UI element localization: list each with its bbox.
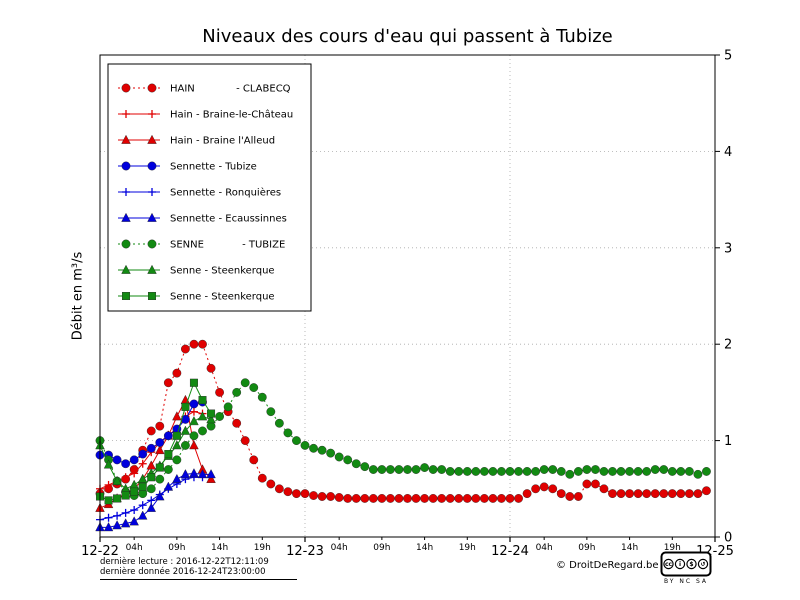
cc-icon bbox=[663, 558, 674, 570]
x-minor-tick-label: 09h bbox=[373, 543, 390, 553]
x-minor-tick-label: 09h bbox=[578, 543, 595, 553]
legend: HAIN - CLABECQ Hain - Braine-le-Château Ha… bbox=[107, 63, 312, 312]
x-major-tick-label: 12-23 bbox=[286, 544, 324, 559]
y-tick-label: 5 bbox=[724, 49, 732, 64]
legend-item-sennette-ecaussinnes: Sennette - Ecaussinnes bbox=[118, 212, 287, 225]
legend-box bbox=[107, 63, 312, 312]
share-alike-icon bbox=[697, 558, 709, 570]
legend-item-sennette-tubize: Sennette - Tubize bbox=[118, 162, 257, 173]
series-senne-tubize bbox=[95, 378, 711, 500]
x-minor-tick-label: 09h bbox=[168, 543, 185, 553]
x-minor-tick-label: 14h bbox=[416, 543, 433, 553]
footer-divider bbox=[100, 579, 297, 580]
legend-item-senne-steenkerque-1: Senne - Steenkerque bbox=[118, 264, 275, 277]
x-minor-tick-label: 04h bbox=[536, 543, 553, 553]
y-tick-label: 3 bbox=[724, 241, 732, 256]
x-minor-tick-label: 19h bbox=[459, 543, 476, 553]
legend-item-senne-tubize: SENNE - TUBIZE bbox=[118, 240, 285, 251]
legend-label-sennette-ronquieres: Sennette - Ronquières bbox=[170, 187, 281, 199]
legend-item-sennette-ronquieres: Sennette - Ronquières bbox=[118, 187, 281, 199]
legend-item-hain-braine-l-alleud: Hain - Braine l'Alleud bbox=[118, 134, 275, 147]
x-minor-tick-label: 04h bbox=[331, 543, 348, 553]
x-minor-tick-label: 14h bbox=[621, 543, 638, 553]
x-major-tick-label: 12-24 bbox=[491, 544, 529, 559]
series-line-senne-tubize bbox=[99, 382, 707, 497]
series-sennette-ecaussinnes bbox=[95, 468, 216, 532]
legend-label-hain-braine-l-alleud: Hain - Braine l'Alleud bbox=[170, 136, 275, 147]
x-major-tick-label: 12-22 bbox=[81, 544, 119, 559]
footer-last-data: dernière donnée 2016-12-24T23:00:00 bbox=[100, 567, 266, 577]
x-minor-tick-label: 19h bbox=[664, 543, 681, 553]
copyright-text: © DroitDeRegard.be bbox=[556, 560, 659, 571]
legend-label-sennette-ecaussinnes: Sennette - Ecaussinnes bbox=[170, 214, 287, 225]
person-icon: i bbox=[679, 561, 681, 568]
legend-label-sennette-tubize: Sennette - Tubize bbox=[170, 162, 257, 173]
legend-item-senne-steenkerque-2: Senne - Steenkerque bbox=[118, 292, 275, 303]
legend-label-hain-braine-le-chateau: Hain - Braine-le-Château bbox=[170, 109, 293, 121]
license-frame bbox=[660, 551, 712, 577]
series-senne-steenkerque-2 bbox=[95, 378, 216, 505]
no-money-icon: $ bbox=[689, 561, 693, 568]
x-minor-tick-label: 04h bbox=[126, 543, 143, 553]
y-tick-label: 2 bbox=[724, 338, 732, 353]
y-tick-label: 0 bbox=[724, 531, 732, 546]
person-icon bbox=[674, 558, 686, 570]
plot-frame bbox=[99, 54, 716, 538]
chart-title: Niveaux des cours d'eau qui passent à Tu… bbox=[202, 26, 613, 47]
y-tick-label: 1 bbox=[724, 434, 732, 449]
footer-last-reading: dernière lecture : 2016-12-22T12:11:09 bbox=[100, 557, 269, 567]
x-minor-tick-label: 14h bbox=[211, 543, 228, 553]
no-money-icon bbox=[686, 558, 697, 570]
series-hain-clabecq bbox=[95, 339, 711, 503]
legend-item-hain-braine-le-chateau: Hain - Braine-le-Château bbox=[118, 109, 293, 121]
legend-label-senne-steenkerque-2: Senne - Steenkerque bbox=[170, 292, 275, 303]
x-minor-tick-label: 19h bbox=[254, 543, 271, 553]
license-label: BY NC SA bbox=[664, 578, 708, 585]
legend-label-hain-clabecq: HAIN - CLABECQ bbox=[170, 84, 291, 95]
series-line-hain-braine-l-alleud bbox=[99, 398, 212, 509]
cc-icon: cc bbox=[665, 561, 673, 568]
legend-label-senne-tubize: SENNE - TUBIZE bbox=[170, 240, 285, 251]
legend-item-hain-clabecq: HAIN - CLABECQ bbox=[118, 84, 291, 95]
y-tick-label: 4 bbox=[724, 145, 732, 160]
legend-label-senne-steenkerque-1: Senne - Steenkerque bbox=[170, 266, 275, 277]
share-alike-icon: ↺ bbox=[700, 561, 705, 568]
cc-license-badge[interactable]: cc i $ ↺ BY NC SA bbox=[660, 551, 712, 585]
